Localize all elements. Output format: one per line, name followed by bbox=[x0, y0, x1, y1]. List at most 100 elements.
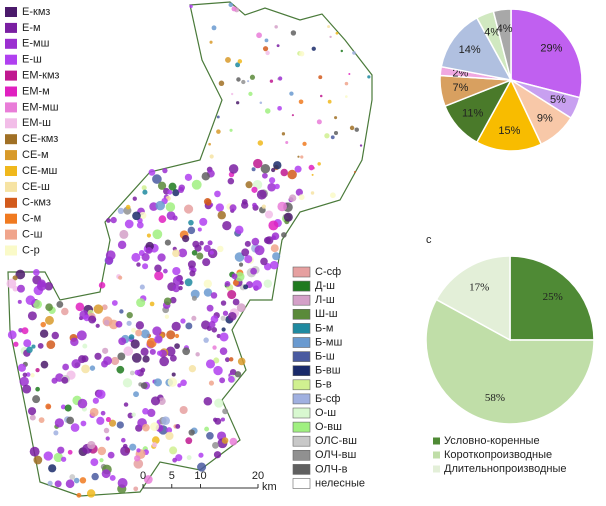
legend-label: ОЛЧ-вш bbox=[315, 449, 356, 461]
map-patch bbox=[236, 77, 241, 82]
legend-swatch bbox=[292, 337, 311, 348]
map-patch bbox=[64, 404, 72, 412]
map-patch bbox=[22, 384, 32, 394]
map-patch bbox=[207, 240, 213, 246]
map-patch bbox=[149, 301, 155, 307]
legend-swatch bbox=[5, 70, 17, 81]
map-patch bbox=[140, 367, 146, 373]
map-patch bbox=[32, 268, 40, 276]
legend-label: С-р bbox=[22, 244, 40, 256]
map-patch bbox=[211, 327, 218, 333]
map-patch bbox=[281, 232, 287, 238]
legend-swatch bbox=[5, 22, 17, 33]
map-patch bbox=[310, 191, 315, 195]
map-patch bbox=[54, 418, 64, 428]
map-patch bbox=[367, 75, 371, 79]
map-patch bbox=[213, 451, 222, 459]
map-patch bbox=[70, 337, 79, 347]
legend-swatch bbox=[292, 379, 311, 391]
map-patch bbox=[229, 357, 234, 362]
map-patch bbox=[61, 376, 69, 384]
map-patch bbox=[119, 229, 129, 239]
map-patch bbox=[191, 295, 197, 301]
map-patch bbox=[121, 437, 126, 443]
pie-slice bbox=[509, 255, 595, 341]
map-patch bbox=[217, 211, 226, 220]
map-patch bbox=[203, 337, 209, 343]
map-patch bbox=[13, 341, 19, 347]
map-patch bbox=[131, 412, 136, 417]
map-patch bbox=[359, 144, 363, 147]
map-patch bbox=[182, 347, 191, 356]
map-patch bbox=[252, 280, 263, 291]
map-patch bbox=[263, 236, 271, 244]
map-patch bbox=[209, 154, 214, 159]
map-patch bbox=[60, 404, 66, 410]
map-patch bbox=[280, 168, 288, 177]
map-patch bbox=[206, 304, 214, 312]
map-patch bbox=[244, 255, 253, 264]
map-patch bbox=[274, 25, 278, 29]
map-patch bbox=[245, 181, 253, 189]
map-patch bbox=[45, 303, 53, 312]
legend-swatch bbox=[5, 229, 17, 240]
map-patch bbox=[319, 94, 323, 98]
map-patch bbox=[88, 315, 97, 324]
legend-swatch bbox=[292, 464, 311, 475]
map-patch bbox=[69, 474, 76, 480]
map-patch bbox=[70, 423, 80, 432]
map-patch bbox=[142, 407, 149, 415]
map-patch bbox=[219, 377, 226, 384]
map-patch bbox=[179, 405, 188, 415]
legend-label: Короткопроизводные bbox=[444, 449, 552, 461]
map-patch bbox=[259, 101, 263, 104]
map-patch bbox=[120, 446, 130, 456]
map-patch bbox=[105, 417, 111, 423]
legend-swatch bbox=[5, 245, 17, 256]
map-patch bbox=[232, 279, 239, 286]
map-patch bbox=[353, 170, 356, 173]
map-patch bbox=[182, 234, 190, 243]
map-patch bbox=[268, 220, 279, 231]
legend-swatch bbox=[5, 54, 17, 65]
map-patch bbox=[243, 284, 249, 290]
map-patch bbox=[91, 472, 99, 481]
map-patch bbox=[203, 396, 213, 406]
map-patch bbox=[274, 183, 280, 190]
map-patch bbox=[175, 454, 183, 462]
map-patch bbox=[335, 31, 339, 35]
value-label: 29% bbox=[540, 43, 562, 55]
map-patch bbox=[191, 250, 198, 256]
map-patch bbox=[229, 128, 233, 132]
map-patch bbox=[142, 263, 149, 270]
map-patch bbox=[241, 248, 250, 257]
map-patch bbox=[81, 355, 89, 363]
map-patch bbox=[76, 492, 82, 498]
map-patch bbox=[185, 322, 193, 330]
map-patch bbox=[122, 378, 133, 388]
map-patch bbox=[155, 200, 166, 211]
map-patch bbox=[329, 35, 332, 39]
legend-label: Б-мш bbox=[315, 336, 342, 348]
legend-label: Б-вш bbox=[315, 365, 341, 377]
map-patch bbox=[265, 50, 270, 56]
map-patch bbox=[134, 455, 141, 462]
map-patch bbox=[142, 355, 150, 363]
map-patch bbox=[47, 480, 53, 486]
value-label: 25% bbox=[543, 291, 563, 303]
map-patch bbox=[244, 240, 251, 247]
map-patch bbox=[268, 177, 276, 184]
legend-swatch bbox=[5, 102, 17, 113]
map-patch bbox=[54, 480, 62, 488]
map-patch bbox=[37, 342, 44, 349]
map-patch bbox=[195, 352, 200, 357]
value-label: 14% bbox=[459, 44, 481, 56]
map-patch bbox=[149, 348, 156, 355]
map-patch bbox=[228, 2, 234, 8]
map-patch bbox=[71, 359, 81, 369]
map-patch bbox=[51, 331, 59, 340]
map-patch bbox=[29, 414, 36, 421]
map-patch bbox=[30, 373, 35, 378]
map-patch bbox=[277, 105, 282, 111]
map-patch bbox=[212, 345, 217, 350]
